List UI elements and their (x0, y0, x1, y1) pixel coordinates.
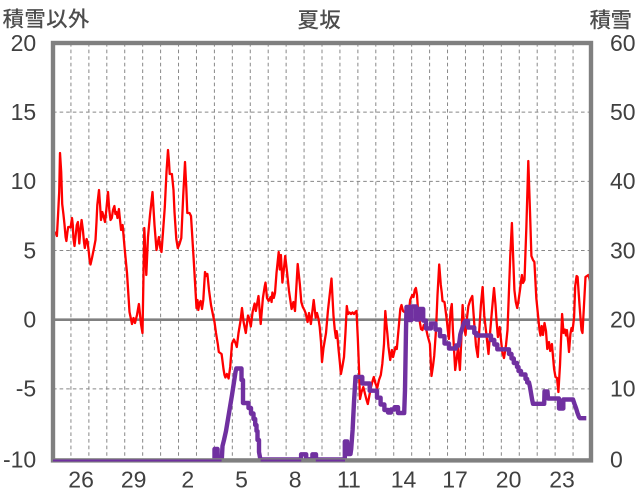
svg-text:-5: -5 (16, 376, 36, 402)
svg-text:10: 10 (610, 376, 636, 402)
svg-text:2: 2 (181, 467, 194, 493)
svg-text:8: 8 (289, 467, 302, 493)
svg-text:17: 17 (442, 467, 468, 493)
svg-text:29: 29 (121, 467, 147, 493)
svg-text:-10: -10 (3, 446, 36, 472)
svg-text:20: 20 (496, 467, 522, 493)
svg-text:0: 0 (23, 307, 36, 333)
svg-text:60: 60 (610, 30, 636, 56)
svg-text:14: 14 (391, 467, 417, 493)
svg-text:15: 15 (11, 99, 37, 125)
svg-text:10: 10 (11, 168, 37, 194)
svg-text:5: 5 (235, 467, 248, 493)
svg-text:30: 30 (610, 237, 636, 263)
svg-text:20: 20 (11, 30, 37, 56)
svg-text:11: 11 (337, 467, 361, 493)
svg-text:5: 5 (23, 237, 36, 263)
svg-text:50: 50 (610, 99, 636, 125)
svg-text:23: 23 (549, 467, 575, 493)
svg-text:26: 26 (68, 467, 94, 493)
svg-text:0: 0 (610, 446, 623, 472)
svg-text:20: 20 (610, 307, 636, 333)
svg-text:40: 40 (610, 168, 636, 194)
